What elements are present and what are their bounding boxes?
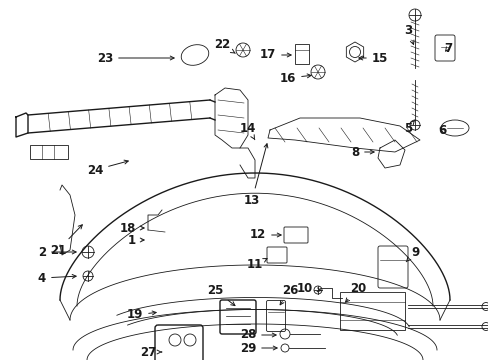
Text: 2: 2 bbox=[38, 246, 76, 258]
Text: 11: 11 bbox=[246, 258, 266, 271]
Text: 9: 9 bbox=[406, 246, 418, 262]
Text: 26: 26 bbox=[280, 284, 298, 305]
Text: 7: 7 bbox=[443, 41, 451, 54]
Bar bbox=[339, 292, 404, 330]
Text: 23: 23 bbox=[97, 51, 174, 64]
Text: 5: 5 bbox=[403, 120, 414, 135]
Text: 14: 14 bbox=[239, 122, 256, 140]
Text: 16: 16 bbox=[279, 72, 310, 85]
Text: 12: 12 bbox=[249, 229, 281, 242]
Text: 18: 18 bbox=[120, 221, 144, 234]
Text: 13: 13 bbox=[244, 144, 267, 207]
Text: 8: 8 bbox=[350, 145, 373, 158]
Text: 27: 27 bbox=[140, 346, 162, 359]
Text: 22: 22 bbox=[213, 39, 235, 53]
Text: 1: 1 bbox=[128, 234, 144, 247]
Text: 25: 25 bbox=[206, 284, 234, 306]
Text: 4: 4 bbox=[38, 271, 76, 284]
Text: 17: 17 bbox=[259, 49, 290, 62]
Bar bbox=[294, 44, 308, 64]
Text: 6: 6 bbox=[437, 123, 445, 136]
Text: 10: 10 bbox=[296, 282, 321, 294]
Text: 20: 20 bbox=[345, 282, 366, 302]
Text: 19: 19 bbox=[126, 309, 156, 321]
Text: 15: 15 bbox=[358, 51, 387, 64]
Bar bbox=[30, 145, 68, 159]
Text: 29: 29 bbox=[239, 342, 277, 355]
Text: 21: 21 bbox=[50, 225, 82, 256]
Text: 3: 3 bbox=[403, 23, 413, 44]
Text: 24: 24 bbox=[87, 160, 128, 176]
Text: 28: 28 bbox=[239, 328, 276, 342]
